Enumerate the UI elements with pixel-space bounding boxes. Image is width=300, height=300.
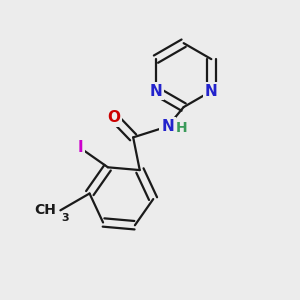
Text: H: H (176, 122, 188, 136)
Text: 3: 3 (61, 213, 69, 223)
Text: N: N (205, 84, 218, 99)
Text: N: N (150, 84, 162, 99)
Text: O: O (107, 110, 120, 125)
Text: N: N (161, 119, 174, 134)
Text: I: I (77, 140, 83, 155)
Text: CH: CH (34, 203, 56, 217)
